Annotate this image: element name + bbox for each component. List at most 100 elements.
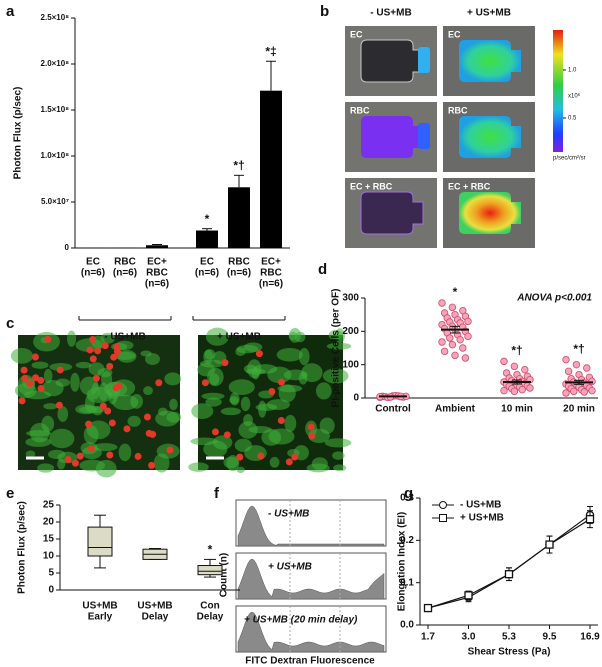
cell-stain xyxy=(301,363,323,383)
y-tick-label: 1.5×10⁸ xyxy=(41,105,70,114)
bar xyxy=(146,245,168,248)
cell-stain xyxy=(245,368,266,375)
legend-label: + US+MB xyxy=(460,513,504,524)
group-label: + US+MB xyxy=(217,332,261,343)
box xyxy=(197,565,223,576)
marker xyxy=(545,540,554,549)
cell-stain xyxy=(288,328,302,343)
nucleus xyxy=(285,458,293,466)
y-tick-label: 300 xyxy=(342,293,359,304)
data-point xyxy=(521,365,529,374)
data-point xyxy=(446,334,454,342)
cell-stain xyxy=(153,453,170,473)
cell-stain xyxy=(29,422,50,443)
x-tick-label: 20 min xyxy=(563,404,595,415)
cell-stain xyxy=(311,457,328,471)
x-tick-label: RBC xyxy=(228,257,250,268)
data-point xyxy=(500,386,508,395)
x-tick-label: 5.3 xyxy=(502,632,516,643)
x-tick-label: US+MB xyxy=(137,601,172,612)
colorbar-unit: x10⁶ xyxy=(568,93,581,100)
nucleus xyxy=(37,385,45,393)
histogram-label: - US+MB xyxy=(268,509,309,520)
nucleus xyxy=(20,366,28,374)
data-point xyxy=(588,386,596,395)
cell-stain xyxy=(37,463,55,473)
annotation: *‡ xyxy=(265,44,276,58)
x-tick-label: 10 min xyxy=(501,404,533,415)
histogram-label: + US+MB xyxy=(268,562,312,573)
marker xyxy=(464,591,473,600)
nucleus xyxy=(277,378,285,386)
histogram xyxy=(237,558,385,600)
cell-stain xyxy=(284,414,297,432)
cell-stain xyxy=(298,347,310,366)
x-tick-label: RBC xyxy=(260,268,282,279)
x-tick-label: EC+ xyxy=(147,257,167,268)
nucleus xyxy=(123,425,131,433)
nucleus xyxy=(110,353,118,361)
y-tick-label: 0.1 xyxy=(400,577,414,588)
cell-stain xyxy=(334,328,345,344)
x-tick-label: RBC xyxy=(114,257,136,268)
nucleus xyxy=(113,343,121,351)
data-point xyxy=(526,384,534,392)
cell-stain xyxy=(244,445,267,461)
histogram xyxy=(237,505,385,547)
cell-stain xyxy=(127,415,141,427)
cell-stain xyxy=(332,451,345,460)
y-tick-label: 0.0 xyxy=(400,620,414,631)
column-header: - US+MB xyxy=(370,8,411,19)
data-point xyxy=(564,367,573,376)
cell-stain xyxy=(97,368,113,378)
nucleus xyxy=(18,397,26,405)
data-point xyxy=(500,357,508,366)
cell-stain xyxy=(333,464,347,472)
x-tick-label: (n=6) xyxy=(81,268,105,279)
cap xyxy=(418,47,430,73)
nucleus xyxy=(44,335,52,343)
marker xyxy=(585,515,595,524)
y-tick-label: 100 xyxy=(342,359,359,370)
nucleus xyxy=(71,459,79,467)
data-point xyxy=(440,347,449,356)
annotation: *† xyxy=(511,344,522,358)
annotation: *† xyxy=(573,342,584,356)
cell-stain xyxy=(268,428,295,445)
y-axis-label: Photon Flux (p/sec) xyxy=(13,87,24,180)
nucleus xyxy=(236,453,244,461)
y-tick-label: 0 xyxy=(65,243,70,252)
cell-stain xyxy=(203,440,228,458)
data-point xyxy=(562,355,570,364)
cell-stain xyxy=(43,403,58,410)
cell-stain xyxy=(236,466,245,473)
histogram-label: + US+MB (20 min delay) xyxy=(244,615,358,626)
y-axis-label: Elongation Index (EI) xyxy=(397,512,408,611)
cell-stain xyxy=(95,459,117,478)
cap xyxy=(418,123,430,149)
data-point xyxy=(510,362,519,371)
colorbar-tick-label: 1.0 xyxy=(568,68,577,74)
x-tick-label: EC+ xyxy=(261,257,281,268)
cell-stain xyxy=(75,361,92,369)
row-label: RBC xyxy=(350,105,370,115)
nucleus xyxy=(106,362,114,370)
nucleus xyxy=(148,461,156,469)
x-tick-label: EC xyxy=(86,257,100,268)
nucleus xyxy=(37,376,45,384)
nucleus xyxy=(143,413,151,421)
cell-stain xyxy=(31,361,49,369)
cell-stain xyxy=(10,347,34,364)
cell-stain xyxy=(269,456,280,468)
y-axis-label: Photon Flux (p/sec) xyxy=(17,501,28,594)
data-point xyxy=(570,387,578,396)
y-tick-label: 200 xyxy=(342,326,359,337)
nucleus xyxy=(255,350,263,358)
nucleus xyxy=(92,374,100,382)
x-tick-label: (n=6) xyxy=(195,268,219,279)
data-point xyxy=(464,317,472,326)
cell-stain xyxy=(66,330,77,347)
y-tick-label: 1.0×10⁸ xyxy=(41,151,70,160)
x-axis-label: Shear Stress (Pa) xyxy=(468,647,551,658)
annotation: *† xyxy=(233,158,244,172)
